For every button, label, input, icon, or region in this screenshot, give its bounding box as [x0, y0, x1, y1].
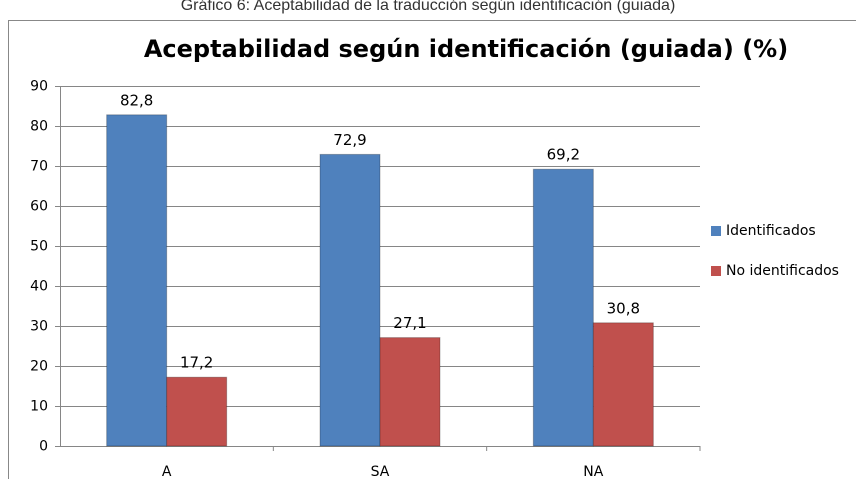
- value-label: 27,1: [393, 314, 426, 332]
- x-tick-label: SA: [371, 464, 390, 479]
- value-label: 17,2: [180, 354, 213, 372]
- y-tick-label: 70: [30, 159, 48, 175]
- value-label: 72,9: [333, 131, 366, 149]
- y-tick-label: 50: [30, 239, 48, 255]
- value-label: 69,2: [547, 146, 580, 164]
- legend-swatch: [711, 266, 721, 276]
- y-tick-label: 30: [30, 319, 48, 335]
- y-tick-label: 0: [39, 439, 48, 455]
- value-label: 82,8: [120, 91, 153, 109]
- x-tick-label: A: [162, 464, 172, 479]
- chart-title: Aceptabilidad según identificación (guia…: [144, 35, 788, 63]
- y-tick-label: 40: [30, 279, 48, 295]
- caption: Gráfico 6: Aceptabilidad de la traducció…: [181, 0, 676, 14]
- legend-swatch: [711, 226, 721, 236]
- bar: [592, 322, 654, 447]
- bar: [532, 168, 594, 447]
- bar: [319, 153, 381, 447]
- legend-label: Identificados: [726, 223, 816, 239]
- y-tick-label: 80: [30, 119, 48, 135]
- x-tick-label: NA: [583, 464, 603, 479]
- y-tick-label: 60: [30, 199, 48, 215]
- bar: [166, 376, 228, 447]
- value-label: 30,8: [607, 299, 640, 317]
- bar: [379, 337, 441, 447]
- y-tick-label: 20: [30, 359, 48, 375]
- y-tick-label: 90: [30, 79, 48, 95]
- legend-label: No identificados: [726, 263, 839, 279]
- bar: [106, 114, 168, 447]
- y-tick-label: 10: [30, 399, 48, 415]
